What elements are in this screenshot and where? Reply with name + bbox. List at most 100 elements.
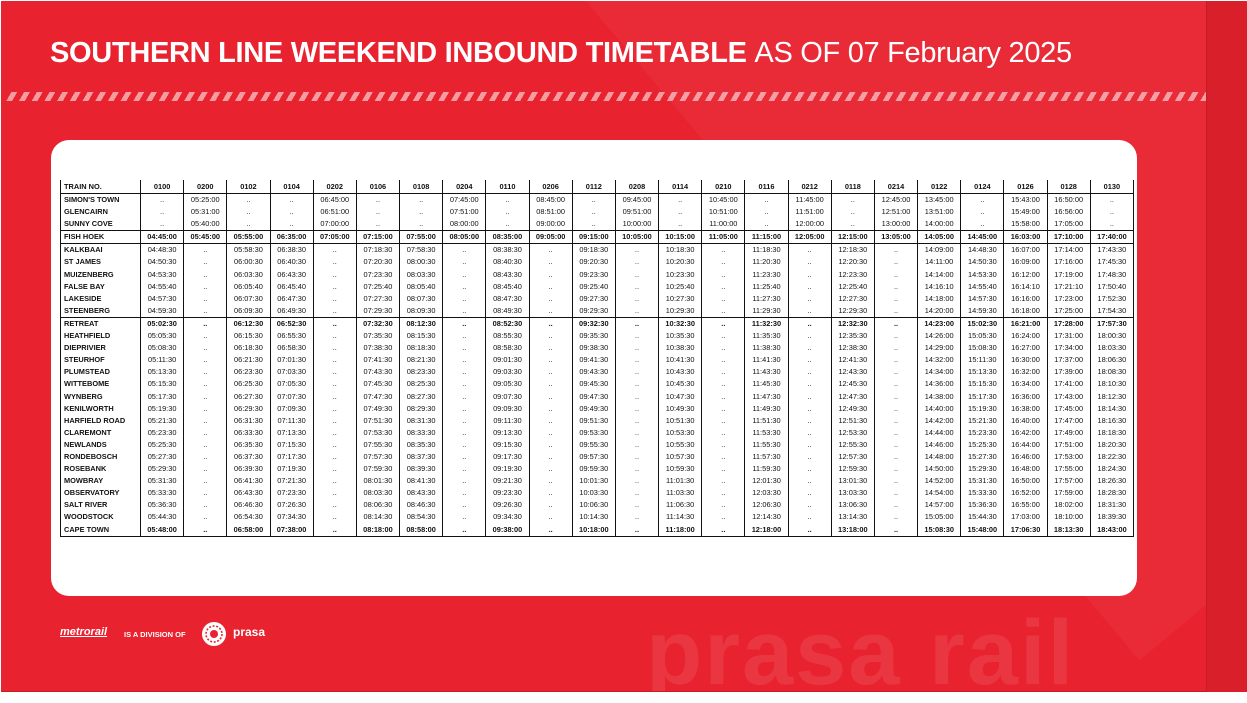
- time-cell: 09:20:30: [571, 256, 616, 269]
- time-cell: 17:45:00: [1046, 402, 1091, 415]
- time-cell: 09:38:30: [571, 342, 616, 355]
- time-cell: 11:53:30: [744, 426, 789, 439]
- time-cell: 12:20:30: [830, 256, 875, 269]
- time-cell: ..: [614, 414, 659, 427]
- time-cell: ..: [528, 402, 573, 415]
- time-cell: 08:29:30: [399, 402, 443, 415]
- time-cell: ..: [528, 523, 573, 537]
- time-cell: 16:55:00: [1003, 499, 1048, 512]
- time-cell: 12:06:30: [744, 499, 789, 512]
- time-cell: 15:11:30: [960, 354, 1004, 367]
- time-cell: 18:10:30: [1089, 378, 1135, 391]
- time-cell: ..: [183, 366, 227, 379]
- time-cell: 10:01:30: [571, 475, 616, 488]
- time-cell: 17:59:00: [1046, 487, 1091, 500]
- table-row: ROSEBANK 05:29:30.. 06:39:30 07:19:30.. 07:5…: [60, 463, 1135, 476]
- time-cell: ..: [787, 366, 832, 379]
- table-row: LAKESIDE 04:57:30.. 06:07:30 06:47:30.. 07:2…: [60, 292, 1135, 305]
- time-cell: 06:46:30: [226, 499, 271, 512]
- time-cell: ..: [442, 463, 486, 476]
- time-cell: 07:45:30: [355, 378, 400, 391]
- time-cell: 06:54:30: [226, 511, 271, 524]
- station-name: CAPE TOWN: [60, 523, 141, 537]
- time-cell: 12:18:00: [744, 523, 789, 537]
- time-cell: 05:44:30: [139, 511, 184, 524]
- time-cell: 06:58:30: [269, 342, 314, 355]
- time-cell: 07:41:30: [355, 354, 400, 367]
- time-cell: ..: [183, 268, 227, 281]
- time-cell: 12:01:30: [744, 475, 789, 488]
- time-cell: 09:13:30: [485, 426, 530, 439]
- time-cell: ..: [614, 450, 659, 464]
- header-train-0212: 0212: [787, 180, 832, 194]
- time-cell: ..: [787, 317, 832, 331]
- time-cell: 11:25:40: [744, 280, 789, 293]
- time-cell: 11:06:30: [658, 499, 702, 512]
- time-cell: 07:38:00: [269, 523, 314, 537]
- table-row: WOODSTOCK 05:44:30.. 06:54:30 07:34:30.. 08:…: [60, 511, 1135, 524]
- header-train-0200: 0200: [183, 180, 227, 194]
- time-cell: 17:31:00: [1046, 330, 1091, 343]
- time-cell: ..: [442, 390, 486, 403]
- time-cell: 18:02:00: [1046, 499, 1091, 512]
- station-name: HEATHFIELD: [60, 330, 141, 343]
- time-cell: 07:55:00: [399, 230, 443, 245]
- time-cell: ..: [701, 402, 745, 415]
- table-row: STEURHOF 05:11:30.. 06:21:30 07:01:30.. 07:4…: [60, 354, 1135, 367]
- time-cell: ..: [873, 354, 918, 367]
- time-cell: 06:18:30: [226, 342, 271, 355]
- time-cell: ..: [614, 256, 659, 269]
- time-cell: ..: [787, 342, 832, 355]
- time-cell: ..: [701, 292, 745, 305]
- header-train-0210: 0210: [701, 180, 745, 194]
- time-cell: ..: [614, 317, 659, 331]
- time-cell: ..: [312, 450, 357, 464]
- time-cell: 08:58:30: [485, 342, 530, 355]
- table-row: MOWBRAY 05:31:30.. 06:41:30 07:21:30.. 08:01…: [60, 475, 1135, 488]
- time-cell: ..: [183, 317, 227, 331]
- time-cell: 09:15:00: [571, 230, 616, 245]
- time-cell: 12:45:00: [873, 193, 918, 207]
- time-cell: 08:43:30: [485, 268, 530, 281]
- time-cell: 16:36:00: [1003, 390, 1048, 403]
- time-cell: ..: [873, 304, 918, 318]
- time-cell: 17:49:00: [1046, 426, 1091, 439]
- time-cell: 06:49:30: [269, 304, 314, 318]
- time-cell: 18:20:30: [1089, 438, 1135, 451]
- time-cell: 14:20:00: [917, 304, 961, 318]
- time-cell: 06:23:30: [226, 366, 271, 379]
- time-cell: 10:20:30: [658, 256, 702, 269]
- time-cell: ..: [312, 523, 357, 537]
- time-cell: 14:16:10: [917, 280, 961, 293]
- time-cell: 07:23:30: [355, 268, 400, 281]
- time-cell: ..: [701, 450, 745, 464]
- station-name: STEURHOF: [60, 354, 141, 367]
- time-cell: 14:18:00: [917, 292, 961, 305]
- time-cell: 08:06:30: [355, 499, 400, 512]
- time-cell: 16:34:00: [1003, 378, 1048, 391]
- time-cell: ..: [269, 218, 314, 232]
- time-cell: 18:13:30: [1046, 523, 1091, 537]
- time-cell: 15:29:30: [960, 463, 1004, 476]
- time-cell: 06:31:30: [226, 414, 271, 427]
- time-cell: ..: [183, 414, 227, 427]
- time-cell: 18:16:30: [1089, 414, 1135, 427]
- time-cell: 05:21:30: [139, 414, 184, 427]
- time-cell: 11:49:30: [744, 402, 789, 415]
- time-cell: 18:22:30: [1089, 450, 1135, 464]
- time-cell: ..: [528, 317, 573, 331]
- time-cell: 18:18:30: [1089, 426, 1135, 439]
- time-cell: 10:47:30: [658, 390, 702, 403]
- time-cell: 17:39:00: [1046, 366, 1091, 379]
- time-cell: ..: [614, 268, 659, 281]
- time-cell: 17:47:00: [1046, 414, 1091, 427]
- time-cell: 05:58:30: [226, 243, 271, 257]
- time-cell: 15:19:30: [960, 402, 1004, 415]
- time-cell: 17:28:00: [1046, 317, 1091, 331]
- time-cell: 12:05:00: [787, 230, 832, 245]
- time-cell: 05:55:00: [226, 230, 271, 245]
- time-cell: 08:51:00: [528, 206, 573, 219]
- table-row: WITTEBOME 05:15:30.. 06:25:30 07:05:30.. 07:…: [60, 378, 1135, 391]
- table-row: KALKBAAI 04:48:30.. 05:58:30 06:38:30.. 07:1…: [60, 243, 1135, 257]
- table-row: NEWLANDS 05:25:30.. 06:35:30 07:15:30.. 07:5…: [60, 438, 1135, 451]
